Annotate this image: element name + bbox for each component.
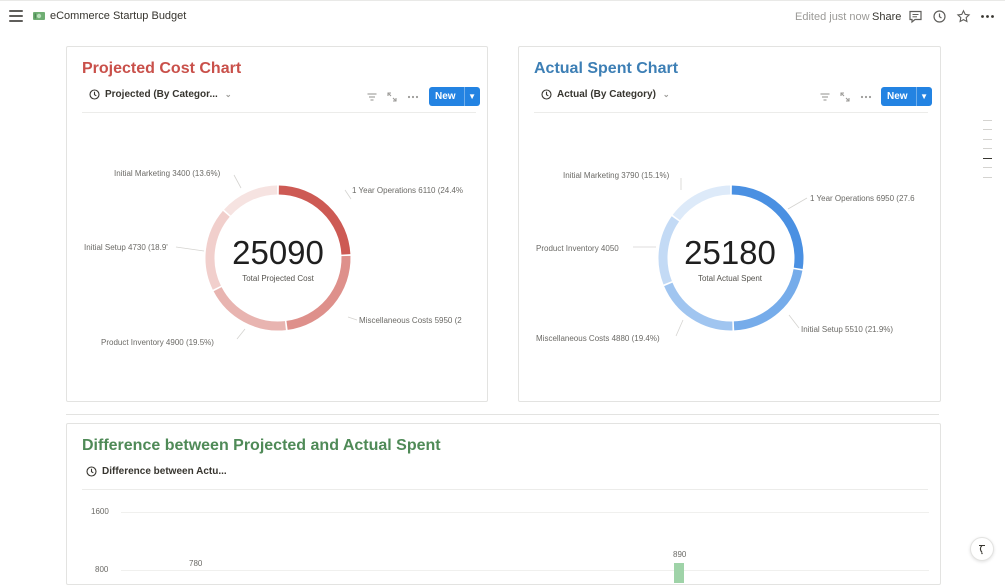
actual-chart-card: Actual Spent Chart Actual (By Category) … [518,46,941,402]
difference-view-bar: Difference between Actu... [82,463,928,490]
actual-chart-title: Actual Spent Chart [534,60,679,77]
chevron-down-icon[interactable]: ▼ [915,87,932,106]
leader-line [236,328,246,340]
actual-slice-label: Miscellaneous Costs 4880 (19.4%) [536,334,660,343]
actual-slice-label: Initial Marketing 3790 (15.1%) [563,171,670,180]
leader-line [175,246,205,252]
chevron-down-icon[interactable]: ▼ [463,87,480,106]
donut-slice-product-inventory[interactable] [658,216,680,285]
difference-view-label: Difference between Actu... [102,466,227,477]
projected-view-label: Projected (By Categor... [105,89,218,100]
bar-value-label: 780 [189,559,203,568]
leader-line [788,314,800,329]
donut-slice-initial-marketing[interactable] [672,185,731,221]
projected-slice-label: Product Inventory 4900 (19.5%) [101,338,214,347]
more-options-icon[interactable] [407,91,419,103]
more-options-icon[interactable] [860,91,872,103]
expand-icon[interactable] [386,91,398,103]
filter-icon[interactable] [819,91,831,103]
toc-item[interactable] [983,129,992,130]
donut-slice-initial-setup[interactable] [733,268,803,331]
page-title[interactable]: eCommerce Startup Budget [50,10,187,22]
actual-donut-chart: 1 Year Operations 6950 (27.6 Initial Set… [536,171,915,343]
edited-status: Edited just now [795,11,870,23]
bar[interactable] [674,563,684,583]
actual-view-label: Actual (By Category) [557,89,656,100]
actual-total-label: Total Actual Spent [697,274,763,283]
donut-slice-product-inventory[interactable] [213,287,286,331]
chart-view-icon [89,89,100,100]
donut-slice-initial-marketing[interactable] [224,185,278,216]
topbar: eCommerce Startup Budget Edited just now… [0,0,1005,33]
projected-chart-card: Projected Cost Chart Projected (By Categ… [66,46,488,402]
donut-slice-1-year-operations[interactable] [731,185,804,269]
projected-donut-chart: 1 Year Operations 6110 (24.4% Miscellane… [84,169,463,347]
toc-item[interactable] [983,148,992,149]
donut-slice-miscellaneous-costs[interactable] [286,255,351,330]
projected-slice-label: Initial Marketing 3400 (13.6%) [114,169,221,178]
filter-icon[interactable] [366,91,378,103]
projected-slice-label: Miscellaneous Costs 5950 (2 [359,316,462,325]
toc-item-active[interactable] [983,158,992,159]
leader-line [344,189,352,200]
toc-item[interactable] [983,139,992,140]
actual-slice-label: 1 Year Operations 6950 (27.6 [810,194,915,203]
new-button-label: New [887,91,908,102]
toc-item[interactable] [983,167,992,168]
chevron-down-icon[interactable]: ⌄ [662,90,670,99]
donut-slice-miscellaneous-costs[interactable] [664,282,733,331]
difference-chart-title: Difference between Projected and Actual … [82,437,441,454]
actual-slice-label: Product Inventory 4050 [536,244,619,253]
expand-icon[interactable] [839,91,851,103]
actual-view-tab[interactable]: Actual (By Category) ⌄ [541,89,670,100]
share-button[interactable]: Share [872,11,902,23]
projected-view-bar: Projected (By Categor... ⌄ New ▼ [82,86,480,113]
projected-slice-label: 1 Year Operations 6110 (24.4% [352,186,463,195]
clock-icon[interactable] [932,9,947,24]
projected-total: 25090 [232,234,324,271]
chart-view-icon [541,89,552,100]
projected-total-label: Total Projected Cost [242,274,314,283]
y-tick-label: 1600 [91,507,109,516]
chart-view-icon [86,466,97,477]
money-emoji-icon [33,12,45,20]
chevron-down-icon[interactable]: ⌄ [224,90,232,99]
difference-chart-card: Difference between Projected and Actual … [66,423,941,585]
donut-slice-1-year-operations[interactable] [278,185,351,255]
donut-slice-initial-setup[interactable] [205,210,230,290]
bar-value-label: 890 [673,550,687,559]
toc-item[interactable] [983,177,992,178]
gridline [121,512,929,513]
section-divider [66,414,939,415]
comment-icon[interactable] [908,9,923,24]
projected-view-tab[interactable]: Projected (By Categor... ⌄ [89,89,232,100]
actual-view-bar: Actual (By Category) ⌄ New ▼ [534,86,932,113]
toc-item[interactable] [983,120,992,121]
more-icon[interactable] [980,9,995,24]
help-button[interactable] [970,537,994,561]
projected-slice-label: Initial Setup 4730 (18.9' [84,243,168,252]
leader-line [233,174,242,189]
actual-total: 25180 [684,234,776,271]
difference-view-tab[interactable]: Difference between Actu... [86,466,227,477]
actual-slice-label: Initial Setup 5510 (21.9%) [801,325,893,334]
help-icon [979,544,985,555]
star-icon[interactable] [956,9,971,24]
y-tick-label: 800 [95,565,109,574]
new-button-label: New [435,91,456,102]
menu-icon[interactable] [9,10,23,23]
projected-new-button[interactable]: New ▼ [429,87,480,106]
leader-line [675,319,684,337]
leader-line [347,316,358,321]
projected-chart-title: Projected Cost Chart [82,60,242,77]
leader-line [787,197,808,210]
actual-new-button[interactable]: New ▼ [881,87,932,106]
